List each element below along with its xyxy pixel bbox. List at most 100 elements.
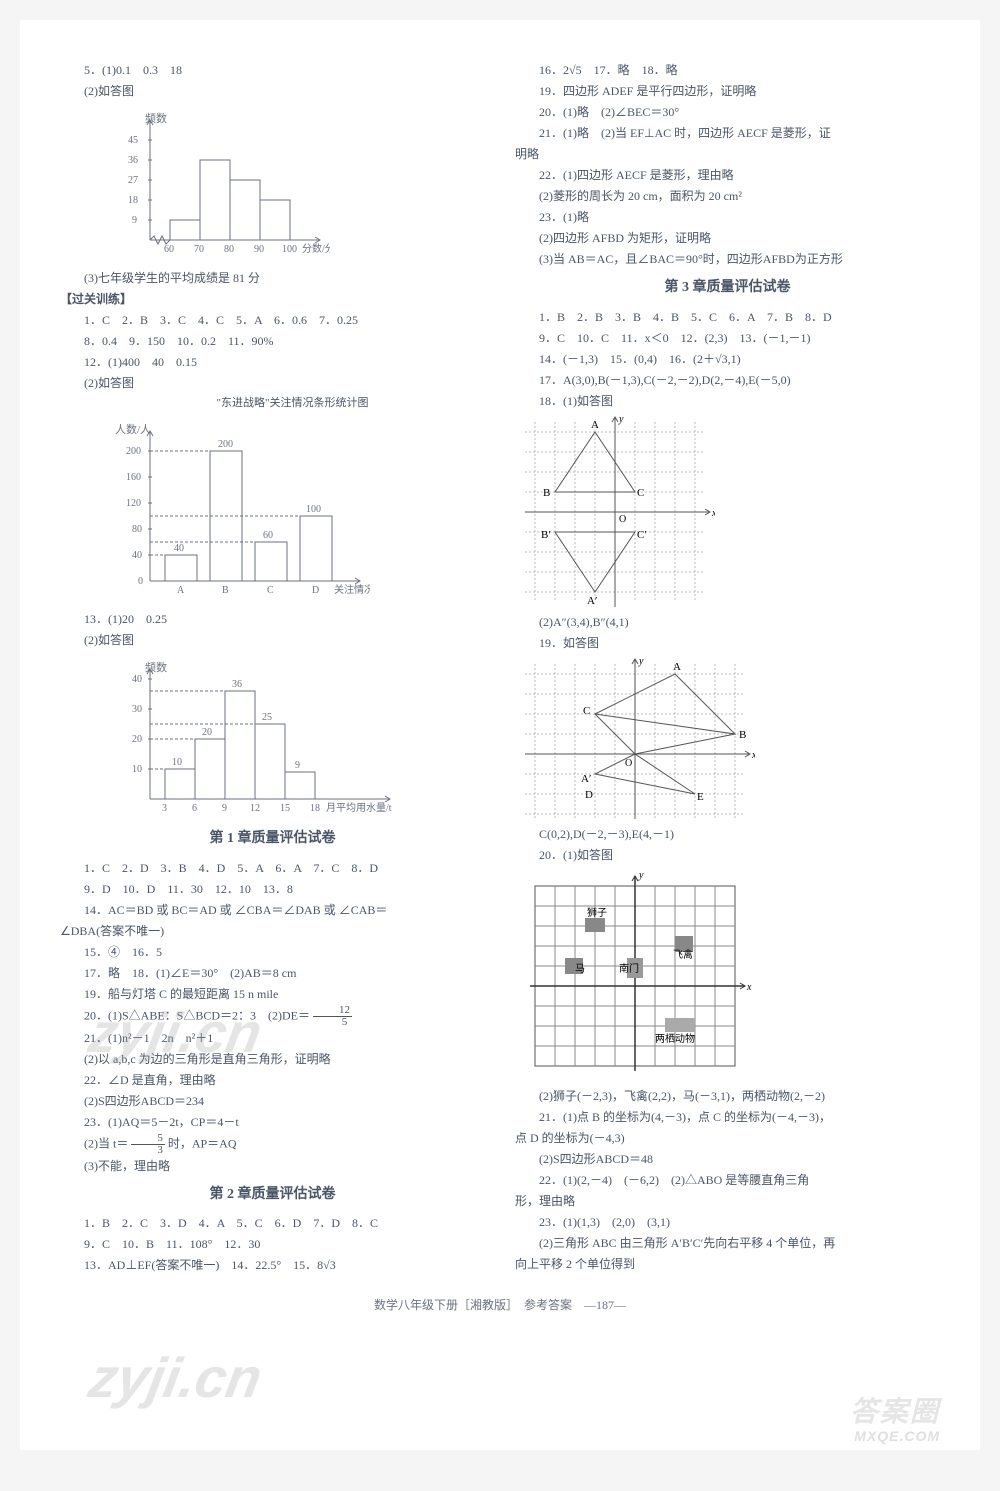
svg-text:B: B	[543, 487, 550, 499]
svg-text:18: 18	[310, 803, 320, 814]
grid3-map: x y 狮子 飞禽 马 南门 两栖动物	[515, 866, 940, 1086]
svg-text:80: 80	[224, 244, 234, 255]
text-line: 19．如答图	[515, 633, 940, 654]
svg-text:40: 40	[132, 674, 142, 685]
svg-text:160: 160	[126, 472, 141, 483]
svg-text:C: C	[583, 705, 590, 717]
text-line: 19．四边形 ADEF 是平行四边形，证明略	[515, 81, 940, 102]
svg-text:20: 20	[132, 734, 142, 745]
chapter1-title: 第 1 章质量评估试卷	[60, 827, 485, 852]
text-line: (3)当 AB＝AC，且∠BAC＝90°时，四边形AFBD为正方形	[515, 249, 940, 270]
text-line: (2)四边形 AFBD 为矩形，证明略	[515, 228, 940, 249]
text-line: 13．AD⊥EF(答案不唯一) 14．22.5° 15．8√3	[60, 1255, 485, 1276]
svg-text:20: 20	[202, 727, 212, 738]
svg-text:两栖动物: 两栖动物	[655, 1032, 695, 1045]
text-line: (2)如答图	[60, 630, 485, 651]
svg-text:A′: A′	[587, 595, 597, 607]
text-line: 20．(1)略 (2)∠BEC＝30°	[515, 102, 940, 123]
svg-text:A: A	[591, 419, 599, 431]
svg-text:y: y	[618, 414, 624, 425]
text-line: (2)A″(3,4),B″(4,1)	[515, 612, 940, 633]
svg-text:D: D	[312, 585, 319, 596]
text: (2)当 t＝	[84, 1136, 128, 1150]
svg-text:飞禽: 飞禽	[673, 948, 693, 961]
svg-text:O: O	[625, 758, 632, 769]
svg-text:9: 9	[295, 760, 300, 771]
text-line: (2)当 t＝ 5 3 时，AP＝AQ	[60, 1133, 485, 1156]
chapter2-title: 第 2 章质量评估试卷	[60, 1183, 485, 1208]
svg-text:10: 10	[172, 757, 182, 768]
text-line: 16．2√5 17．略 18．略	[515, 60, 940, 81]
text-line: 9．C 10．B 11．108° 12．30	[60, 1234, 485, 1255]
grid2-coordinate: x y O A B C A′ D E	[515, 654, 940, 824]
text-line: 20．(1)S△ABE：S△BCD＝2：3 (2)DE＝ 12 5	[60, 1005, 485, 1028]
svg-text:南门: 南门	[619, 962, 639, 975]
svg-text:关注情况: 关注情况	[334, 583, 370, 596]
text-line: 9．D 10．D 11．30 12．10 13．8	[60, 879, 485, 900]
svg-text:x: x	[751, 750, 755, 761]
svg-text:月平均用水量/t: 月平均用水量/t	[326, 802, 392, 814]
svg-text:人数/人: 人数/人	[115, 423, 151, 436]
svg-text:30: 30	[132, 704, 142, 715]
svg-text:6: 6	[192, 803, 197, 814]
text-line: 18．(1)如答图	[515, 391, 940, 412]
svg-text:60: 60	[164, 244, 174, 255]
text-line: (2)菱形的周长为 20 cm，面积为 20 cm²	[515, 186, 940, 207]
svg-text:90: 90	[254, 244, 264, 255]
svg-text:27: 27	[128, 175, 138, 186]
svg-text:E: E	[697, 791, 704, 803]
svg-text:45: 45	[128, 135, 138, 146]
svg-text:A′: A′	[581, 773, 591, 785]
text-line: 14．(－1,3) 15．(0,4) 16．(2＋√3,1)	[515, 349, 940, 370]
svg-text:36: 36	[232, 679, 242, 690]
svg-text:C: C	[637, 487, 644, 499]
svg-text:40: 40	[132, 550, 142, 561]
svg-text:C′: C′	[637, 529, 647, 541]
svg-text:70: 70	[194, 244, 204, 255]
svg-text:10: 10	[132, 764, 142, 775]
fraction: 12 5	[313, 1005, 352, 1028]
text-line: (2)S四边形ABCD＝48	[515, 1149, 940, 1170]
svg-text:120: 120	[126, 498, 141, 509]
text-line: 向上平移 2 个单位得到	[515, 1254, 940, 1275]
chart1-histogram: 频数 9 18 27 36 45	[110, 110, 485, 260]
svg-text:80: 80	[132, 524, 142, 535]
svg-text:200: 200	[218, 439, 233, 450]
svg-text:A: A	[177, 585, 185, 596]
watermark-daanquan: 答案圈	[850, 1390, 940, 1430]
text-line: 23．(1)(1,3) (2,0) (3,1)	[515, 1212, 940, 1233]
svg-text:200: 200	[126, 446, 141, 457]
svg-text:分数/分: 分数/分	[302, 242, 330, 255]
text-line: 9．C 10．C 11．x＜0 12．(2,3) 13．(－1,－1)	[515, 328, 940, 349]
text-line: 13．(1)20 0.25	[60, 609, 485, 630]
text-line: (2)狮子(－2,3)，飞禽(2,2)，马(－3,1)，两栖动物(2,－2)	[515, 1086, 940, 1107]
text-line: (3)七年级学生的平均成绩是 81 分	[60, 268, 485, 289]
section-heading: 【过关训练】	[60, 289, 485, 310]
svg-text:9: 9	[222, 803, 227, 814]
text-line: 22．(1)四边形 AECF 是菱形，理由略	[515, 165, 940, 186]
text-line: 21．(1)略 (2)当 EF⊥AC 时，四边形 AECF 是菱形，证	[515, 123, 940, 144]
svg-text:3: 3	[162, 803, 167, 814]
text-line: 1．C 2．D 3．B 4．D 5．A 6．A 7．C 8．D	[60, 858, 485, 879]
watermark-mxqe: MXQE.COM	[854, 1428, 940, 1444]
chart2-title: "东进战略"关注情况条形统计图	[100, 394, 485, 413]
text: 时，AP＝AQ	[168, 1136, 237, 1150]
text-line: (2)如答图	[60, 373, 485, 394]
text-line: 21．(1)点 B 的坐标为(4,－3)，点 C 的坐标为(－4,－3)，	[515, 1107, 940, 1128]
svg-text:0: 0	[138, 576, 143, 587]
text: 20．(1)S△ABE：S△BCD＝2：3 (2)DE＝	[84, 1008, 310, 1022]
svg-text:B: B	[222, 585, 229, 596]
text-line: 点 D 的坐标为(－4,3)	[515, 1128, 940, 1149]
svg-text:100: 100	[306, 504, 321, 515]
text-line: (2)以 a,b,c 为边的三角形是直角三角形，证明略	[60, 1049, 485, 1070]
svg-text:y: y	[638, 656, 644, 667]
text-line: (3)不能，理由略	[60, 1156, 485, 1177]
svg-text:12: 12	[250, 803, 260, 814]
svg-text:15: 15	[280, 803, 290, 814]
svg-text:狮子: 狮子	[587, 906, 607, 919]
svg-text:B: B	[739, 729, 746, 741]
grid1-coordinate: x y O A B C B′ C′ A′	[515, 412, 940, 612]
svg-text:40: 40	[174, 543, 184, 554]
chart2-bar: 人数/人 0 40 80 120 160 200	[110, 421, 485, 601]
svg-text:B′: B′	[541, 529, 551, 541]
